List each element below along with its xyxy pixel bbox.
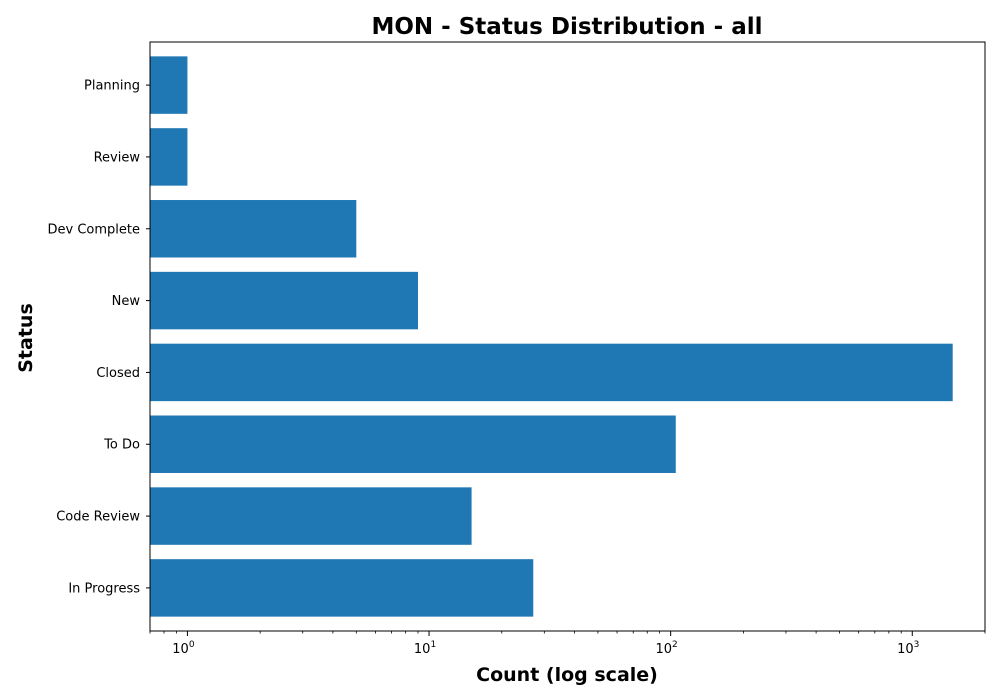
chart-title: MON - Status Distribution - all — [371, 14, 762, 40]
y-tick-label: New — [112, 294, 141, 309]
bar-review — [150, 128, 188, 186]
y-tick-label: Dev Complete — [48, 222, 141, 237]
y-tick-label: To Do — [103, 438, 140, 453]
bars-group — [150, 56, 953, 617]
bar-planning — [150, 56, 188, 114]
bar-to-do — [150, 415, 676, 473]
x-tick-label: 103 — [897, 640, 919, 657]
x-tick-label: 102 — [656, 640, 678, 657]
y-tick-label: Review — [94, 150, 141, 165]
plot-frame — [149, 41, 986, 632]
y-axis-ticks: In Progress Code Review To Do Closed New Dev … — [48, 79, 150, 596]
y-axis-label: Status — [15, 303, 37, 373]
y-tick-label: Code Review — [56, 510, 140, 525]
x-axis-ticks: 100 101 102 103 — [149, 631, 986, 657]
bar-code-review — [150, 487, 472, 545]
x-tick-label: 100 — [172, 640, 195, 657]
bar-in-progress — [150, 559, 534, 617]
bar-closed — [150, 343, 953, 402]
y-tick-label: In Progress — [68, 581, 140, 596]
x-tick-label: 101 — [414, 640, 436, 657]
y-tick-label: Planning — [84, 79, 140, 94]
bar-new — [150, 271, 418, 330]
bar-dev-complete — [150, 200, 357, 258]
y-tick-label: Closed — [96, 366, 140, 381]
x-axis-label: Count (log scale) — [476, 664, 658, 686]
